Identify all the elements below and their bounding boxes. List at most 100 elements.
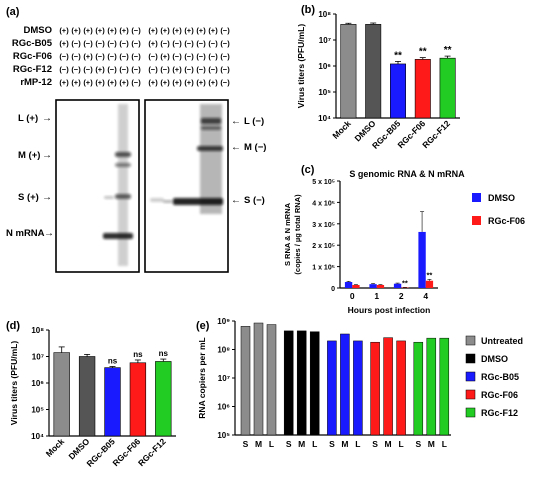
x-tick-label: 0 — [350, 291, 355, 301]
bar — [340, 333, 350, 436]
left-matrix-cell: (−) — [95, 52, 105, 61]
significance-label: ** — [444, 45, 452, 56]
bar — [418, 231, 426, 288]
right-matrix-cell: (+) — [148, 39, 158, 48]
significance-label: ns — [159, 349, 169, 358]
x-tick-label: L — [398, 439, 403, 449]
bar — [353, 340, 363, 436]
legend-swatch — [465, 335, 476, 346]
left-matrix-cell: (+) — [119, 78, 129, 87]
significance-label: ** — [419, 47, 427, 58]
x-tick-label: S — [243, 439, 249, 449]
bar — [369, 284, 377, 288]
x-tick-label: S — [372, 439, 378, 449]
left-matrix-cell: (−) — [131, 65, 141, 74]
right-matrix-cell: (−) — [172, 52, 182, 61]
left-matrix-cell: (+) — [95, 26, 105, 35]
gel-smear — [118, 104, 128, 266]
bar — [390, 63, 406, 119]
right-matrix-cell: (+) — [148, 78, 158, 87]
right-matrix-cell: (−) — [184, 39, 194, 48]
legend-swatch — [465, 407, 476, 418]
left-matrix-cell: (−) — [119, 39, 129, 48]
chart-title: S genomic RNA & N mRNA — [349, 169, 465, 179]
legend-label: RGc-B05 — [481, 372, 519, 382]
arrow-right-icon: → — [42, 192, 52, 203]
y-tick-label: 10⁷ — [218, 374, 230, 383]
x-tick-label: Mock — [330, 118, 353, 141]
gel-bands — [103, 104, 223, 266]
right-matrix-cell: (−) — [220, 39, 230, 48]
row-label-dmso: DMSO — [24, 25, 53, 36]
bar — [396, 340, 406, 436]
y-axis-label: RNA copiers per mL — [197, 337, 207, 418]
y-tick-label: 10⁵ — [318, 88, 331, 97]
left-matrix-cell: (−) — [71, 52, 81, 61]
panel-letter: (e) — [196, 320, 210, 332]
left-matrix-cell: (−) — [107, 39, 117, 48]
panel-a-row-labels: DMSO RGc-B05 RGc-F06 RGc-F12 rMP-12 — [12, 25, 53, 88]
y-tick-label: 10⁸ — [31, 326, 44, 335]
x-tick-label: RGc-F12 — [420, 118, 452, 150]
left-matrix-cell: (−) — [83, 39, 93, 48]
legend-label: Untreated — [481, 336, 523, 346]
panel-letter: (c) — [301, 164, 315, 176]
y-tick-label: 10⁵ — [217, 431, 230, 440]
right-matrix-cell: (−) — [160, 65, 170, 74]
significance-label: ** — [394, 50, 402, 61]
right-matrix-cell: (−) — [184, 65, 194, 74]
y-tick-label: 4 x 10⁵ — [312, 200, 335, 207]
x-tick-label: M — [255, 439, 262, 449]
x-tick-label: M — [341, 439, 348, 449]
bar — [439, 337, 450, 436]
band-label-s-plus: S (+) — [18, 192, 39, 203]
legend-label: RGc-F12 — [481, 408, 518, 418]
y-tick-label: 10⁷ — [319, 36, 331, 45]
bar — [370, 341, 380, 436]
x-tick-label: M — [298, 439, 305, 449]
gel-band — [103, 233, 133, 239]
legend-swatch — [465, 389, 476, 400]
right-matrix-cell: (−) — [208, 52, 218, 61]
x-tick-label: L — [355, 439, 360, 449]
x-tick-label: S — [415, 439, 421, 449]
bar — [327, 340, 337, 436]
left-matrix-cell: (+) — [107, 26, 117, 35]
right-matrix-cell: (−) — [208, 39, 218, 48]
y-tick-label: 10⁹ — [217, 317, 230, 326]
right-matrix-cell: (−) — [220, 78, 230, 87]
significance-label: ns — [133, 350, 143, 359]
left-matrix-cell: (−) — [59, 65, 69, 74]
right-matrix-cell: (+) — [148, 26, 158, 35]
gel-band — [173, 198, 223, 205]
gel-band — [115, 152, 131, 157]
left-matrix-cell: (−) — [119, 65, 129, 74]
significance-label: ** — [427, 270, 433, 279]
y-axis-label: Virus titers (PFU/mL) — [296, 24, 306, 109]
panel-c-chart: (c) S genomic RNA & N mRNA 0 1 x 10⁵ 2 x 10⁵… — [283, 164, 525, 315]
x-tick-label: 2 — [399, 291, 404, 301]
right-matrix-cell: (−) — [160, 39, 170, 48]
y-tick-label: 10⁸ — [318, 10, 331, 19]
panel-a: (a) DMSO RGc-B05 RGc-F06 RGc-F12 rMP-12 … — [6, 6, 266, 273]
panel-b-chart: (b) 10⁴ 10⁵ 10⁶ 10⁷ 10⁸ Virus titers (PFU/mL) M… — [296, 4, 460, 151]
significance-label: ** — [402, 278, 408, 287]
y-tick-label: 5 x 10⁵ — [312, 179, 335, 186]
right-matrix-cell: (+) — [160, 78, 170, 87]
gel-band — [201, 118, 221, 124]
right-matrix-cell: (+) — [184, 78, 194, 87]
bar — [296, 330, 307, 436]
y-tick-label: 0 — [331, 286, 335, 293]
band-label-m-minus: M (−) — [244, 142, 266, 153]
left-matrix-cell: (+) — [59, 39, 69, 48]
right-matrix-cell: (−) — [148, 52, 158, 61]
left-matrix-cell: (−) — [71, 39, 81, 48]
gel-band — [115, 163, 131, 167]
left-matrix-cell: (−) — [131, 39, 141, 48]
right-matrix-cell: (−) — [172, 39, 182, 48]
band-label-n-mrna: N mRNA — [6, 228, 45, 239]
arrow-right-icon: → — [44, 228, 54, 239]
x-tick-label: L — [442, 439, 447, 449]
left-matrix-cell: (−) — [119, 52, 129, 61]
